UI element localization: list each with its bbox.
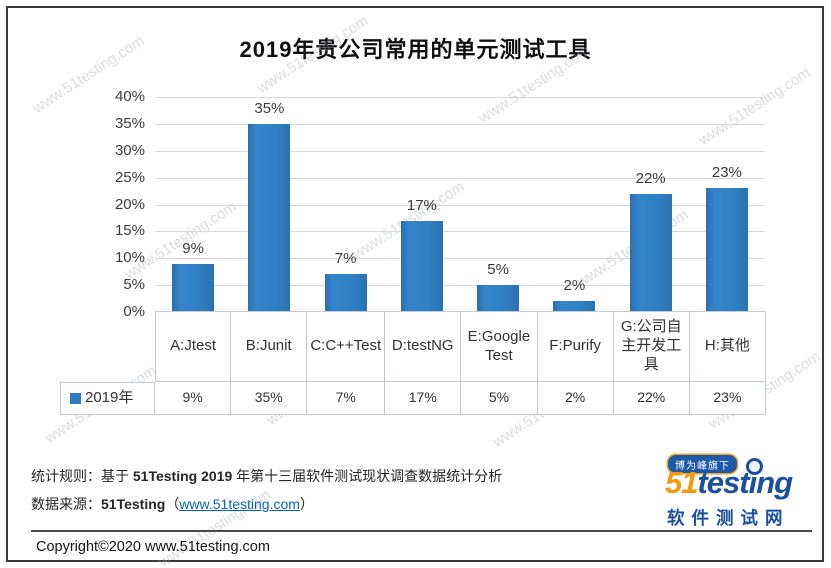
bar-value-label: 9% — [182, 239, 204, 257]
stats-rule-label: 统计规则： — [31, 468, 101, 484]
bar — [477, 285, 520, 312]
category-cell: B:Junit — [231, 311, 308, 382]
bar-value-label: 5% — [487, 261, 509, 279]
bar-value-label: 7% — [334, 250, 357, 268]
51testing-logo: 博为峰旗下 51test ıng 软件测试网 — [660, 452, 820, 532]
stats-rule-line: 统计规则：基于 51Testing 2019 年第十三届软件测试现状调查数据统计… — [31, 468, 503, 484]
category-cell: D:testNG — [385, 311, 462, 382]
watermark: www.51testing.com — [475, 42, 594, 127]
legend-cell: 2019年 — [60, 382, 155, 415]
y-tick-label: 25% — [114, 168, 145, 186]
value-cell: 23% — [689, 382, 766, 415]
bar — [324, 274, 367, 312]
value-cell: 5% — [461, 382, 538, 415]
value-cell: 35% — [231, 382, 308, 415]
y-tick-label: 5% — [123, 276, 145, 294]
bar-value-label: 23% — [711, 164, 742, 182]
category-cell: A:Jtest — [155, 311, 232, 382]
data-table: A:Jtest B:Junit C:C++Test D:testNG E:Google … — [60, 311, 766, 415]
bar-value-label: 2% — [563, 277, 586, 295]
category-cell: E:Google Test — [461, 311, 538, 382]
legend-label: 2019年 — [85, 389, 134, 407]
y-tick-label: 20% — [114, 195, 145, 213]
magnifier-icon — [745, 458, 763, 475]
value-cell: 7% — [307, 382, 386, 415]
category-cell: H:其他 — [689, 311, 766, 382]
data-source-line: 数据来源：51Testing（www.51testing.com） — [31, 496, 314, 512]
value-cell: 9% — [155, 382, 232, 415]
y-tick-label: 15% — [114, 222, 145, 240]
watermark: www.51testing.com — [695, 64, 814, 149]
gridline — [155, 204, 765, 206]
value-cell: 22% — [613, 382, 690, 415]
data-source-label: 数据来源： — [31, 496, 101, 512]
gridline — [155, 123, 765, 125]
logo-subtitle: 软件测试网 — [667, 508, 790, 528]
gridline — [155, 258, 765, 260]
watermark: www.51testing.com — [253, 12, 372, 97]
gridline — [155, 285, 765, 287]
legend-swatch-icon — [70, 393, 81, 404]
gridline — [155, 150, 765, 152]
gridline — [155, 231, 765, 233]
footer-divider — [31, 530, 812, 532]
table-corner-spacer — [60, 311, 155, 382]
y-tick-label: 10% — [114, 249, 145, 267]
copyright-text: Copyright©2020 www.51testing.com — [36, 539, 270, 555]
category-cell: C:C++Test — [307, 311, 386, 382]
bar-value-label: 17% — [406, 196, 437, 214]
bar — [705, 188, 748, 312]
y-tick-label: 40% — [114, 88, 145, 105]
gridline — [155, 97, 765, 98]
y-tick-label: 0% — [123, 303, 145, 320]
category-cell: G:公司自主开发工具 — [613, 311, 690, 382]
51testing-link[interactable]: www.51testing.com — [179, 496, 300, 512]
y-tick-label: 35% — [114, 114, 145, 132]
logo-badge: 博为峰旗下 — [668, 455, 737, 473]
bar — [172, 263, 215, 312]
logo-brand: 51test ıng — [665, 458, 793, 501]
value-cell: 2% — [537, 382, 614, 415]
y-tick-label: 30% — [114, 141, 145, 159]
bar — [553, 301, 596, 312]
bar — [400, 220, 443, 312]
gridline — [155, 177, 765, 179]
value-cell: 17% — [385, 382, 462, 415]
logo-brand-51: 51 — [665, 465, 698, 500]
bar-value-label: 22% — [635, 169, 666, 187]
chart-title: 2019年贵公司常用的单元测试工具 — [239, 37, 592, 62]
bar-value-label: 35% — [254, 99, 285, 117]
bar — [248, 123, 291, 312]
category-cell: F:Purify — [537, 311, 614, 382]
bar — [629, 193, 672, 312]
